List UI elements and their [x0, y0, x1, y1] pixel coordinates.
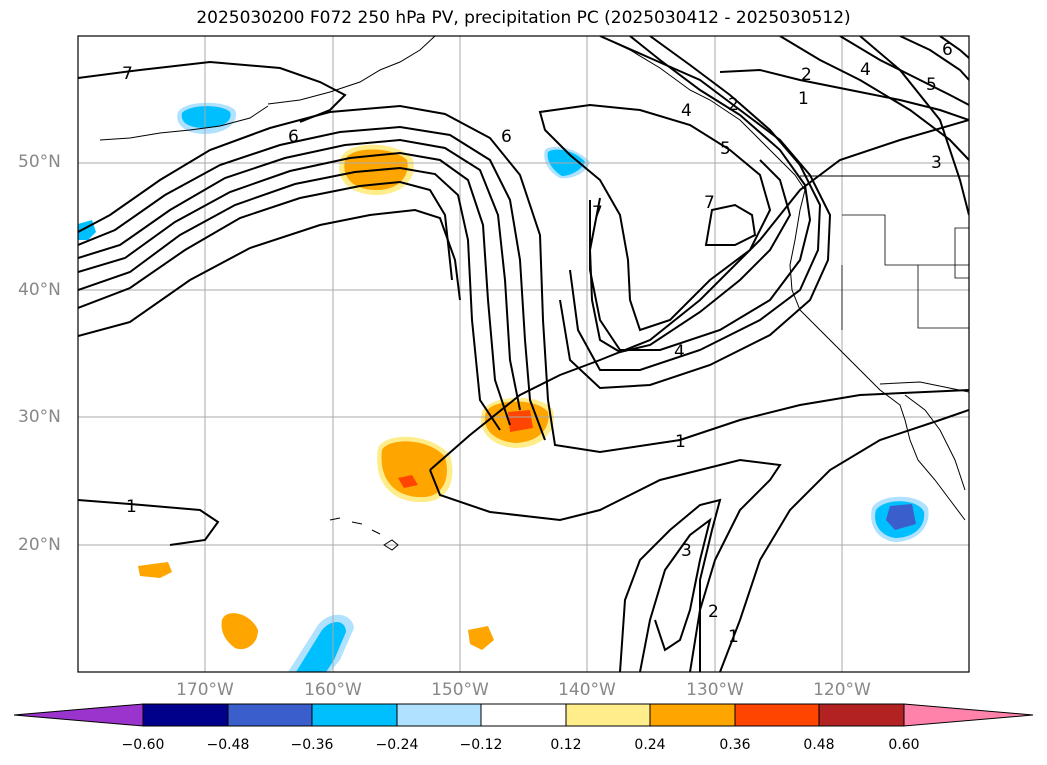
colorbar-extend-min: [13, 703, 144, 727]
contour-label: 1: [126, 497, 137, 517]
plot-background: [78, 36, 969, 672]
coast-aleutians: [99, 105, 269, 141]
colorbar-tick-label: −0.60: [121, 737, 165, 753]
pv-contour-east-5: [719, 68, 969, 121]
lat-label: 20°N: [18, 535, 61, 555]
pv-contour-coastal: [589, 36, 812, 351]
colorbar-swatch: [142, 703, 229, 727]
contour-label-group: 7 6 6 7 7 4 1 1 2 1 4 5 2 5 3 6 3 2 1 4: [122, 40, 953, 647]
lon-label: 170°W: [176, 680, 234, 700]
colorbar-tick-label: −0.48: [206, 737, 250, 753]
lat-label: 30°N: [18, 407, 61, 427]
colorbar-tick-label: −0.24: [375, 737, 419, 753]
colorbar-tick-label: 0.36: [719, 737, 751, 753]
contour-label: 3: [931, 153, 942, 173]
colorbar-tick-label: −0.12: [459, 737, 503, 753]
colorbar-swatch: [396, 703, 482, 727]
contour-label: 2: [801, 65, 812, 85]
colorbar: [13, 703, 1034, 727]
hawaii-islands: [329, 517, 399, 551]
coast-alaska: [267, 36, 436, 105]
contour-label: 6: [942, 40, 953, 60]
colorbar-tick-label: 0.60: [888, 737, 920, 753]
contour-label: 6: [288, 127, 299, 147]
contour-label: 2: [728, 95, 739, 115]
contour-label: 7: [704, 193, 715, 213]
colorbar-tick-label: −0.36: [290, 737, 334, 753]
contour-label: 5: [720, 139, 731, 159]
contour-label: 5: [926, 75, 937, 95]
contour-label: 7: [122, 64, 133, 84]
pv-contour-1-west: [78, 499, 220, 546]
lon-label: 120°W: [813, 680, 871, 700]
contour-label: 1: [675, 432, 686, 452]
pv-contour-1-central: [429, 119, 969, 471]
colorbar-swatch: [818, 703, 905, 727]
colorbar-swatch: [649, 703, 736, 727]
colorbar-extend-max: [903, 703, 1034, 727]
precip-blob-small-1: [138, 562, 172, 578]
lon-label: 130°W: [686, 680, 744, 700]
contour-label: 2: [708, 602, 719, 622]
colorbar-tick-label: 0.48: [803, 737, 835, 753]
colorbar-swatch: [480, 703, 567, 727]
contour-label: 4: [674, 342, 685, 362]
pv-contour-6: [78, 104, 969, 454]
pv-contour-7-south: [78, 208, 461, 337]
lat-label: 50°N: [18, 152, 61, 172]
contour-label: 1: [728, 627, 739, 647]
plot-frame: [77, 35, 970, 673]
coastlines: [99, 36, 969, 551]
pv-contours: [78, 36, 969, 672]
colorbar-swatch: [311, 703, 398, 727]
precip-blob-small-3: [468, 626, 494, 650]
contour-label: 1: [798, 89, 809, 109]
pv-contour-closed-7: [538, 103, 772, 332]
lon-label: 160°W: [304, 680, 362, 700]
colorbar-swatch: [734, 703, 820, 727]
border-us-mexico: [879, 381, 969, 393]
precip-blob-small-2: [221, 613, 258, 650]
coast-baja: [904, 394, 966, 491]
contour-label: 6: [501, 127, 512, 147]
coast-southeast-alaska: [599, 36, 806, 191]
colorbar-tick-label: 0.24: [634, 737, 666, 753]
coast-north-america: [789, 189, 966, 521]
colorbar-swatch: [565, 703, 651, 727]
lat-label: 40°N: [18, 280, 61, 300]
contour-label: 3: [681, 541, 692, 561]
lon-label: 150°W: [431, 680, 489, 700]
pv-contour-7-north: [78, 60, 347, 123]
contour-label: 7: [592, 203, 603, 223]
contour-label: 4: [860, 60, 871, 80]
colorbar-tick-label: 0.12: [550, 737, 582, 753]
lon-label: 140°W: [558, 680, 616, 700]
colorbar-swatch: [227, 703, 313, 727]
state-borders: [841, 214, 969, 330]
map-title: 2025030200 F072 250 hPa PV, precipitatio…: [196, 8, 851, 28]
contour-label: 4: [681, 101, 692, 121]
